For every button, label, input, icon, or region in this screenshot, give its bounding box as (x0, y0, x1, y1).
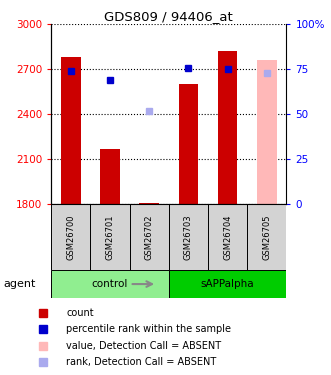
Text: GSM26704: GSM26704 (223, 214, 232, 260)
Text: control: control (92, 279, 128, 289)
Text: GSM26702: GSM26702 (145, 214, 154, 260)
Bar (257, 60, 276, 204)
Text: GSM26705: GSM26705 (262, 214, 271, 260)
Bar (51, 270, 169, 298)
Text: sAPPalpha: sAPPalpha (201, 279, 255, 289)
Title: GDS809 / 94406_at: GDS809 / 94406_at (105, 10, 233, 23)
Text: agent: agent (3, 279, 36, 289)
Bar (247, 204, 286, 270)
Bar (130, 204, 169, 270)
Bar (179, 84, 198, 204)
Bar (139, 203, 159, 204)
Text: GSM26701: GSM26701 (106, 214, 115, 260)
Bar (169, 204, 208, 270)
Text: rank, Detection Call = ABSENT: rank, Detection Call = ABSENT (66, 357, 216, 367)
Bar (208, 204, 247, 270)
Bar (90, 204, 130, 270)
Bar (100, 149, 120, 204)
Text: percentile rank within the sample: percentile rank within the sample (66, 324, 231, 333)
Bar (218, 51, 237, 204)
Text: count: count (66, 308, 94, 318)
Text: GSM26703: GSM26703 (184, 214, 193, 260)
Bar (51, 204, 90, 270)
Bar (169, 270, 286, 298)
Text: GSM26700: GSM26700 (67, 214, 75, 260)
Bar (61, 57, 81, 204)
Text: value, Detection Call = ABSENT: value, Detection Call = ABSENT (66, 340, 221, 351)
